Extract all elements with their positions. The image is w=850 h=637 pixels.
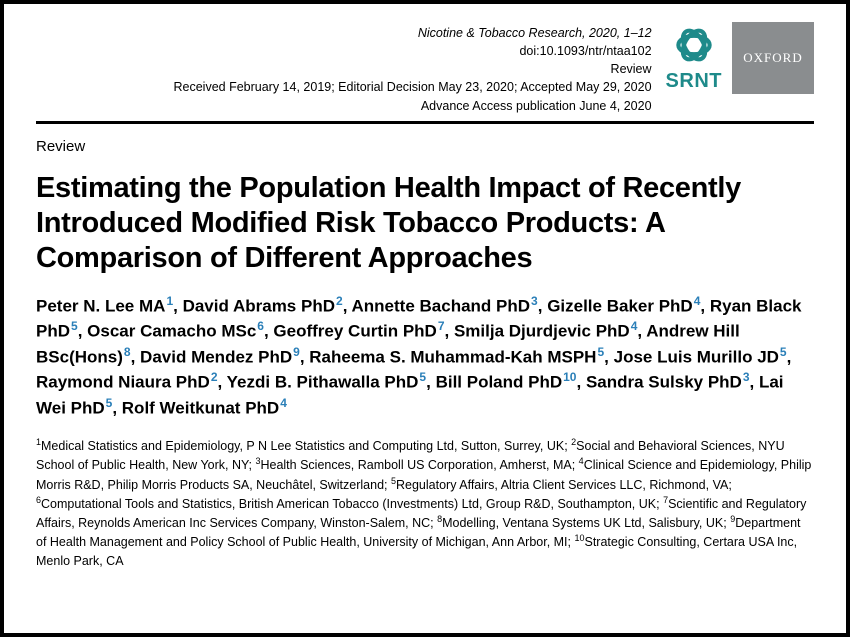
header-row: Nicotine & Tobacco Research, 2020, 1–12 … [36, 22, 814, 115]
author-affiliation-ref: 4 [631, 319, 638, 333]
author: Raheema S. Muhammad-Kah MSPH [309, 347, 596, 366]
author: Oscar Camacho MSc [87, 322, 256, 341]
author-affiliation-ref: 5 [106, 396, 113, 410]
author-affiliation-ref: 6 [257, 319, 264, 333]
author: Yezdi B. Pithawalla PhD [227, 373, 419, 392]
author-affiliation-ref: 5 [419, 370, 426, 384]
author: Gizelle Baker PhD [547, 296, 693, 315]
journal-line: Nicotine & Tobacco Research, 2020, 1–12 [36, 24, 652, 42]
author: Jose Luis Murillo JD [614, 347, 779, 366]
oxford-logo: OXFORD [732, 22, 814, 94]
author-affiliation-ref: 1 [166, 294, 173, 308]
author-affiliation-ref: 5 [71, 319, 78, 333]
author-affiliation-ref: 7 [438, 319, 445, 333]
article-title: Estimating the Population Health Impact … [36, 171, 814, 277]
srnt-logo: SRNT [666, 22, 722, 93]
affiliation-text: Computational Tools and Statistics, Brit… [41, 497, 656, 511]
affiliation-text: Modelling, Ventana Systems UK Ltd, Salis… [442, 516, 723, 530]
author-affiliation-ref: 5 [597, 345, 604, 359]
affiliation-number: 10 [574, 533, 584, 543]
author: Peter N. Lee MA [36, 296, 165, 315]
logo-group: SRNT OXFORD [666, 22, 814, 94]
author: David Abrams PhD [183, 296, 335, 315]
header-rule [36, 121, 814, 124]
author-affiliation-ref: 2 [336, 294, 343, 308]
srnt-knot-icon [671, 22, 717, 68]
author-affiliation-ref: 5 [780, 345, 787, 359]
affiliation-text: Medical Statistics and Epidemiology, P N… [41, 439, 564, 453]
dates-line: Received February 14, 2019; Editorial De… [36, 78, 652, 96]
advance-line: Advance Access publication June 4, 2020 [36, 97, 652, 115]
author: Raymond Niaura PhD [36, 373, 210, 392]
author-affiliation-ref: 3 [743, 370, 750, 384]
author-affiliation-ref: 2 [211, 370, 218, 384]
author: Bill Poland PhD [436, 373, 563, 392]
affiliation-text: Health Sciences, Ramboll US Corporation,… [260, 458, 571, 472]
author-affiliation-ref: 4 [280, 396, 287, 410]
author: Smilja Djurdjevic PhD [454, 322, 630, 341]
author-affiliation-ref: 3 [531, 294, 538, 308]
doi-line: doi:10.1093/ntr/ntaa102 [36, 42, 652, 60]
affiliation-text: Regulatory Affairs, Altria Client Servic… [396, 478, 728, 492]
author-affiliation-ref: 9 [293, 345, 300, 359]
author: Annette Bachand PhD [352, 296, 531, 315]
author-list: Peter N. Lee MA1, David Abrams PhD2, Ann… [36, 293, 814, 420]
journal-meta: Nicotine & Tobacco Research, 2020, 1–12 … [36, 22, 666, 115]
author-affiliation-ref: 4 [694, 294, 701, 308]
author: Rolf Weitkunat PhD [122, 398, 279, 417]
author: David Mendez PhD [140, 347, 292, 366]
author-affiliation-ref: 8 [124, 345, 131, 359]
affiliation-list: 1Medical Statistics and Epidemiology, P … [36, 436, 814, 570]
author: Geoffrey Curtin PhD [273, 322, 436, 341]
author: Sandra Sulsky PhD [586, 373, 742, 392]
srnt-label: SRNT [666, 70, 722, 93]
type-line: Review [36, 60, 652, 78]
section-label: Review [36, 138, 814, 155]
author-affiliation-ref: 10 [563, 370, 576, 384]
